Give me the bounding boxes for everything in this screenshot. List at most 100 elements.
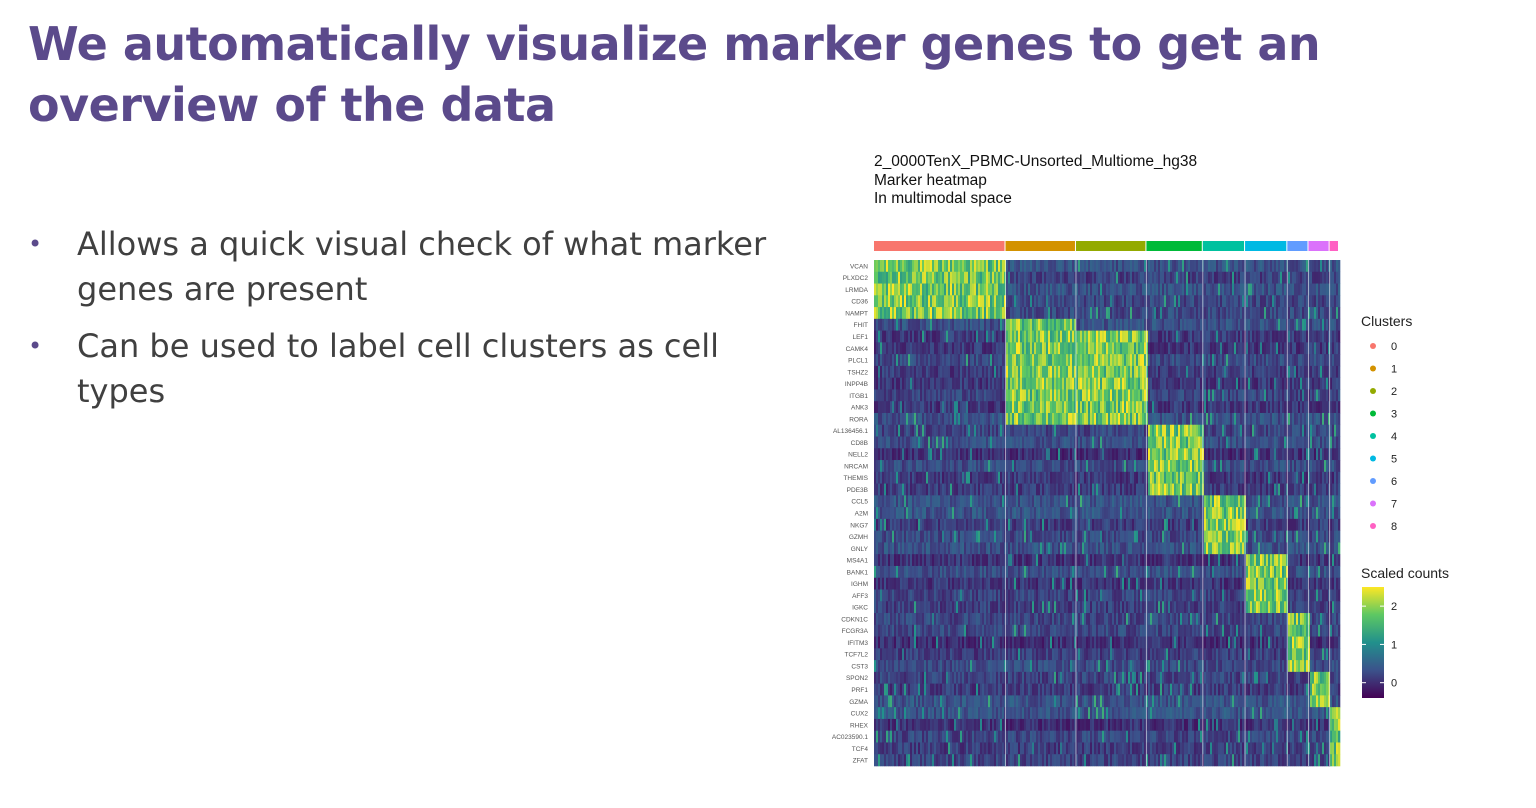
heatmap-cell <box>1208 448 1211 461</box>
heatmap-cell <box>1072 436 1075 449</box>
heatmap-cell <box>1192 412 1195 426</box>
heatmap-cell <box>1268 354 1271 367</box>
heatmap-cell <box>1284 495 1287 508</box>
heatmap-cell <box>998 412 1001 426</box>
heatmap-cell <box>1016 436 1019 449</box>
heatmap-cell <box>1094 389 1097 402</box>
heatmap-cell <box>1132 495 1135 508</box>
heatmap-cell <box>1100 342 1103 355</box>
heatmap-cell <box>1162 483 1165 496</box>
heatmap-cell <box>1182 365 1185 378</box>
heatmap-cell <box>1334 365 1337 378</box>
heatmap-cell <box>1138 295 1141 308</box>
heatmap-cell <box>986 354 989 367</box>
heatmap-cell <box>1278 448 1281 461</box>
heatmap-cell <box>1070 283 1073 296</box>
heatmap-cell <box>1078 271 1081 284</box>
heatmap-cell <box>1066 401 1069 414</box>
heatmap-cell <box>890 436 893 449</box>
heatmap-cell <box>1242 307 1245 320</box>
heatmap-cell <box>1078 342 1081 355</box>
heatmap-cell <box>1170 377 1173 390</box>
heatmap-cell <box>1302 495 1305 508</box>
heatmap-cell <box>1238 424 1241 437</box>
heatmap-cell <box>1324 424 1327 437</box>
heatmap-cell <box>1174 448 1177 461</box>
heatmap-cell <box>1322 436 1325 449</box>
heatmap-cell <box>1326 377 1329 390</box>
heatmap-cell <box>1208 412 1211 426</box>
heatmap-cell <box>1256 342 1259 355</box>
heatmap-cell <box>1232 295 1235 308</box>
heatmap-cell <box>1052 424 1055 437</box>
heatmap-cell <box>1308 401 1311 414</box>
heatmap-cell <box>1184 412 1187 426</box>
heatmap-cell <box>1010 401 1013 414</box>
heatmap-cell <box>1194 307 1197 320</box>
heatmap-cell <box>1308 424 1311 437</box>
heatmap-cell <box>1204 436 1207 449</box>
heatmap-cell <box>894 507 897 520</box>
heatmap-cell <box>924 507 927 520</box>
heatmap-cell <box>954 283 957 296</box>
heatmap-cell <box>920 283 923 296</box>
heatmap-cell <box>1268 448 1271 461</box>
heatmap-cell <box>986 365 989 378</box>
heatmap-cell <box>1334 377 1337 390</box>
heatmap-cell <box>938 307 941 320</box>
heatmap-cell <box>958 483 961 496</box>
heatmap-cell <box>1248 307 1251 320</box>
heatmap-cell <box>1072 342 1075 355</box>
heatmap-cell <box>1166 471 1169 484</box>
heatmap-cell <box>1088 377 1091 390</box>
heatmap-cell <box>1024 460 1027 473</box>
heatmap-cell <box>1008 495 1011 508</box>
heatmap-cell <box>1146 401 1149 414</box>
heatmap-cell <box>874 436 877 449</box>
heatmap-cell <box>924 471 927 484</box>
heatmap-cell <box>938 271 941 284</box>
heatmap-cell <box>1246 318 1249 331</box>
heatmap-cell <box>1090 389 1093 402</box>
heatmap-cell <box>1124 412 1127 426</box>
heatmap-cell <box>1006 365 1009 378</box>
heatmap-cell <box>914 436 917 449</box>
heatmap-cell <box>1046 295 1049 308</box>
heatmap-cell <box>922 365 925 378</box>
heatmap-cell <box>1050 307 1053 320</box>
heatmap-cell <box>1102 389 1105 402</box>
heatmap-cell <box>1320 471 1323 484</box>
heatmap-cell <box>1336 471 1339 484</box>
heatmap-cell <box>1054 307 1057 320</box>
heatmap-cell <box>1142 389 1145 402</box>
heatmap-cell <box>1308 330 1311 343</box>
heatmap-cell <box>926 330 929 343</box>
heatmap-cell <box>920 307 923 320</box>
heatmap-cell <box>1132 342 1135 355</box>
heatmap-cell <box>972 424 975 437</box>
heatmap-cell <box>1112 460 1115 473</box>
heatmap-cell <box>1090 307 1093 320</box>
heatmap-cell <box>1078 448 1081 461</box>
heatmap-cell <box>934 283 937 296</box>
heatmap-cell <box>1252 260 1255 273</box>
heatmap-cell <box>902 471 905 484</box>
heatmap-cell <box>1324 436 1327 449</box>
heatmap-cell <box>1124 295 1127 308</box>
heatmap-cell <box>1310 295 1313 308</box>
heatmap-cell <box>928 283 931 296</box>
heatmap-cell <box>1154 377 1157 390</box>
heatmap-cell <box>1236 401 1239 414</box>
heatmap-cell <box>1210 283 1213 296</box>
heatmap-cell <box>1156 495 1159 508</box>
heatmap-cell <box>1020 318 1023 331</box>
heatmap-cell <box>1274 471 1277 484</box>
heatmap-cell <box>976 483 979 496</box>
heatmap-cell <box>934 471 937 484</box>
heatmap-cell <box>1178 365 1181 378</box>
heatmap-cell <box>884 389 887 402</box>
heatmap-cell <box>1144 483 1147 496</box>
heatmap-cell <box>1232 365 1235 378</box>
heatmap-cell <box>1024 342 1027 355</box>
heatmap-cell <box>958 342 961 355</box>
